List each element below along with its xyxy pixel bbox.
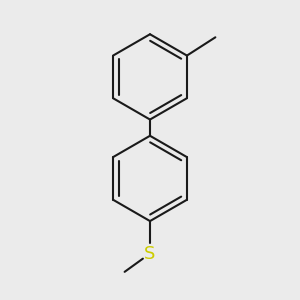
Text: S: S bbox=[144, 245, 156, 263]
